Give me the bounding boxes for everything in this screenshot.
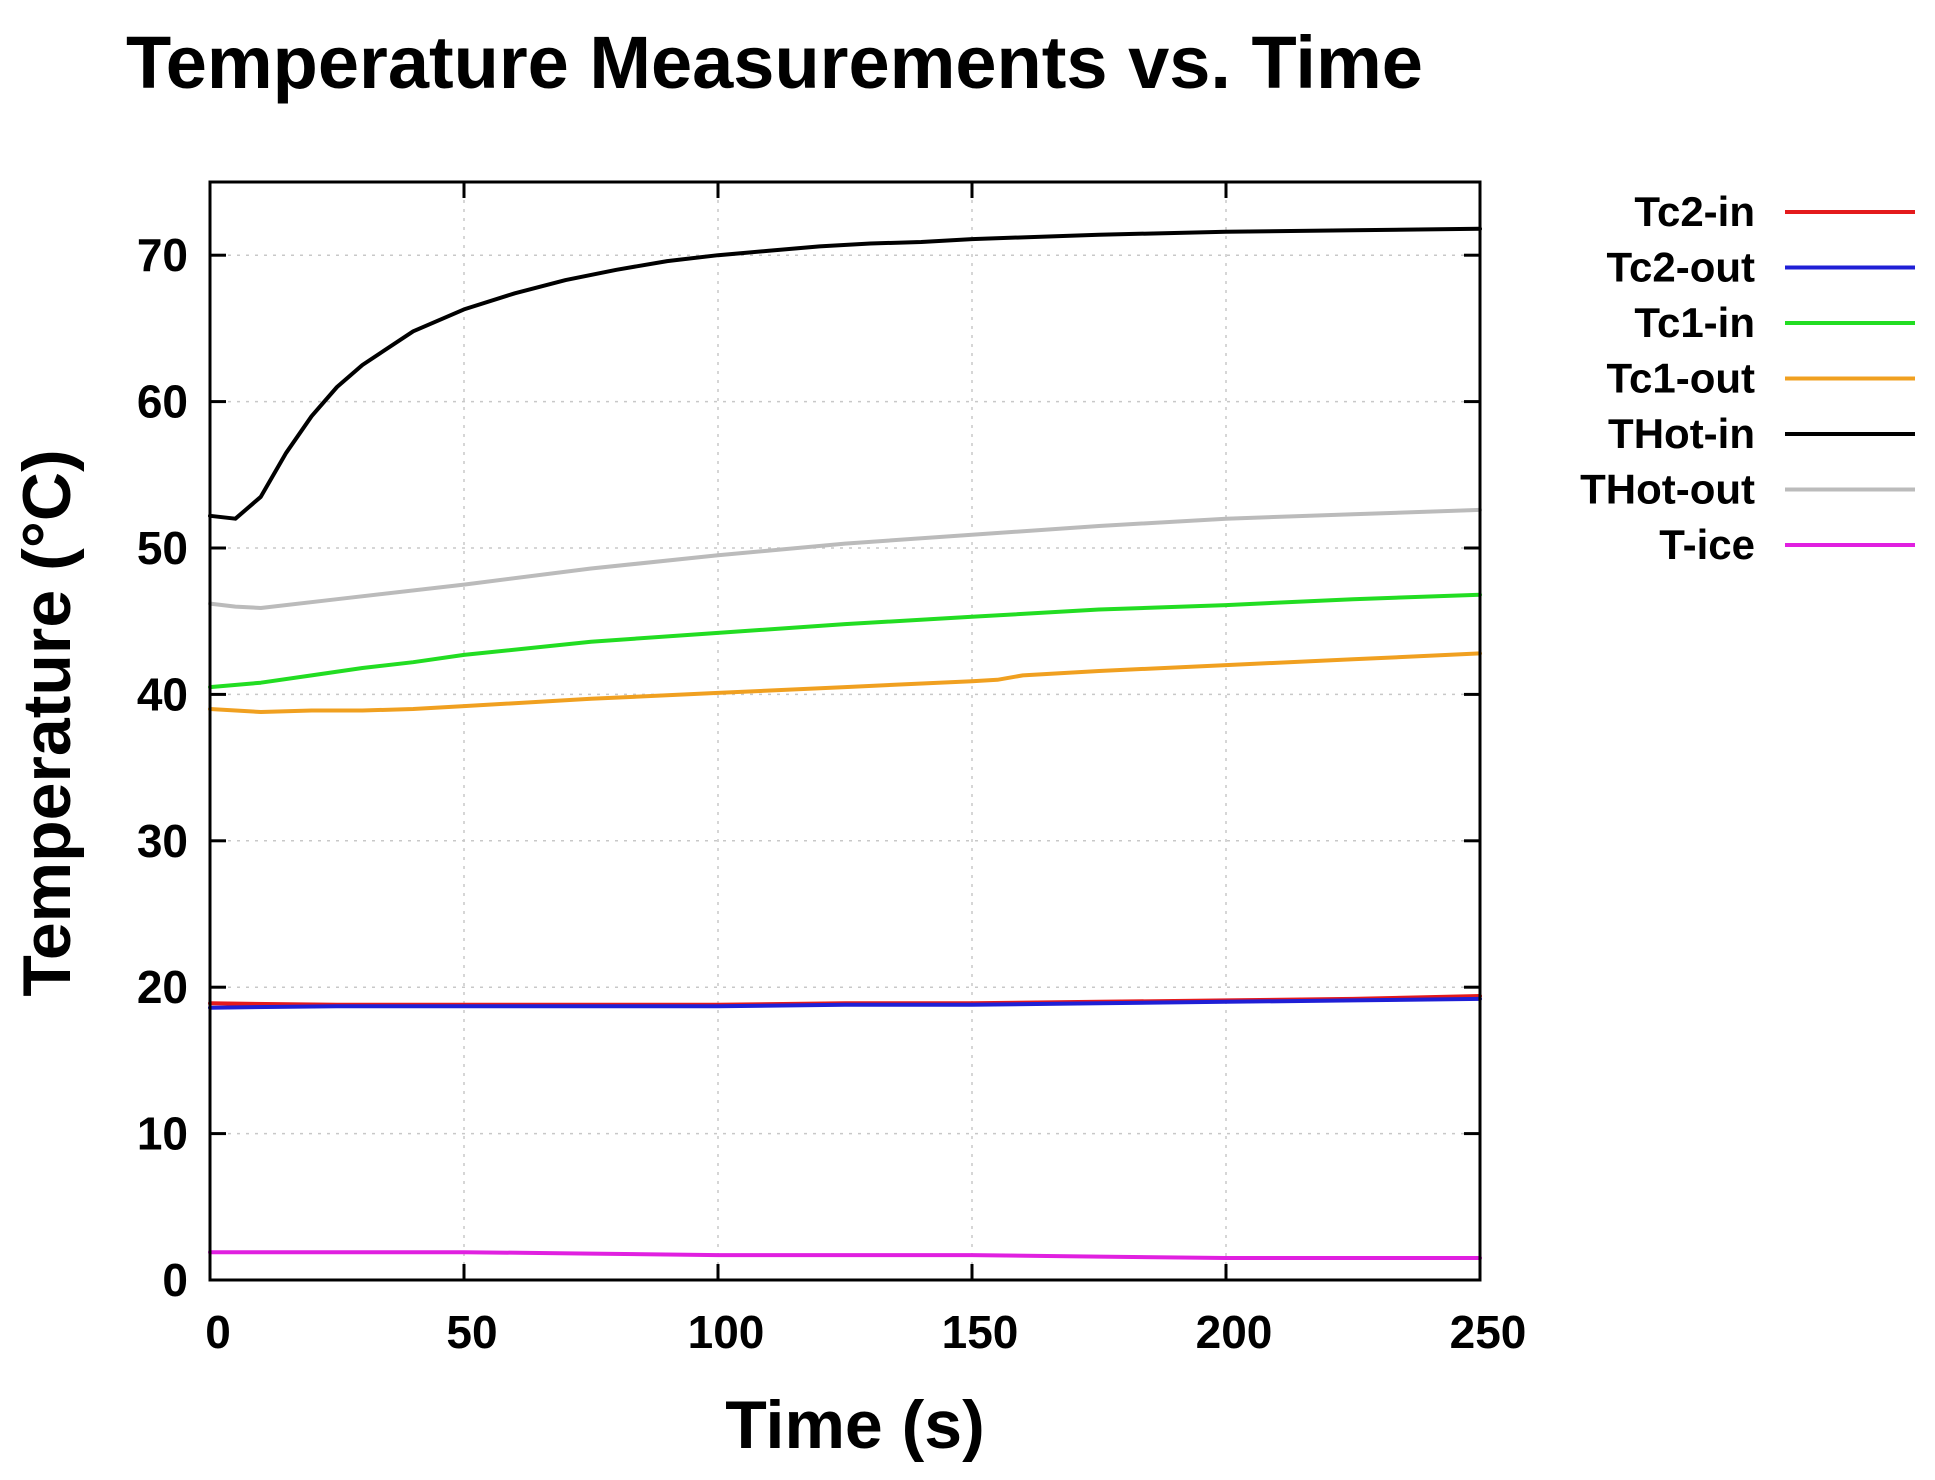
x-tick-label: 150 [942, 1306, 1019, 1358]
legend: Tc2-in Tc2-out Tc1-in Tc1-out THot-in THot-ou… [1580, 188, 1915, 568]
x-tick-label: 200 [1196, 1306, 1273, 1358]
x-tick-label: 100 [688, 1306, 765, 1358]
y-tick-label: 20 [137, 961, 188, 1013]
series-line-t-ice [208, 1250, 1482, 1260]
plot-frame [208, 180, 1482, 1282]
legend-label-t-ice: T-ice [1659, 521, 1755, 568]
series-line-tc2-out [208, 996, 1482, 1010]
x-tick-label: 50 [446, 1306, 497, 1358]
legend-label-thot-out: THot-out [1580, 466, 1755, 513]
legend-label-tc2-in: Tc2-in [1634, 188, 1755, 235]
plot-series [208, 226, 1482, 1260]
grid [210, 182, 1480, 1280]
legend-label-tc2-out: Tc2-out [1606, 244, 1755, 291]
y-tick-label: 50 [137, 522, 188, 574]
y-axis-tick-labels: 0 10 20 30 40 50 60 70 [137, 229, 188, 1306]
x-tick-label: 250 [1450, 1306, 1527, 1358]
y-tick-label: 0 [162, 1254, 188, 1306]
chart-title: Temperature Measurements vs. Time [126, 21, 1423, 104]
y-tick-label: 30 [137, 815, 188, 867]
legend-label-tc1-in: Tc1-in [1634, 299, 1755, 346]
series-line-thot-in [208, 226, 1482, 521]
y-tick-label: 40 [137, 668, 188, 720]
x-axis-tick-labels: 0 50 100 150 200 250 [205, 1306, 1526, 1358]
legend-label-tc1-out: Tc1-out [1606, 355, 1755, 402]
series-line-tc1-in [208, 592, 1482, 690]
y-axis-label: Temperature (°C) [9, 449, 85, 996]
x-tick-label: 0 [205, 1306, 231, 1358]
series-line-thot-out [208, 507, 1482, 610]
y-tick-label: 60 [137, 376, 188, 428]
legend-label-thot-in: THot-in [1608, 410, 1755, 457]
axis-ticks [208, 182, 1482, 1282]
x-axis-label: Time (s) [725, 1387, 984, 1463]
y-tick-label: 70 [137, 229, 188, 281]
y-tick-label: 10 [137, 1108, 188, 1160]
series-line-tc1-out [208, 651, 1482, 714]
